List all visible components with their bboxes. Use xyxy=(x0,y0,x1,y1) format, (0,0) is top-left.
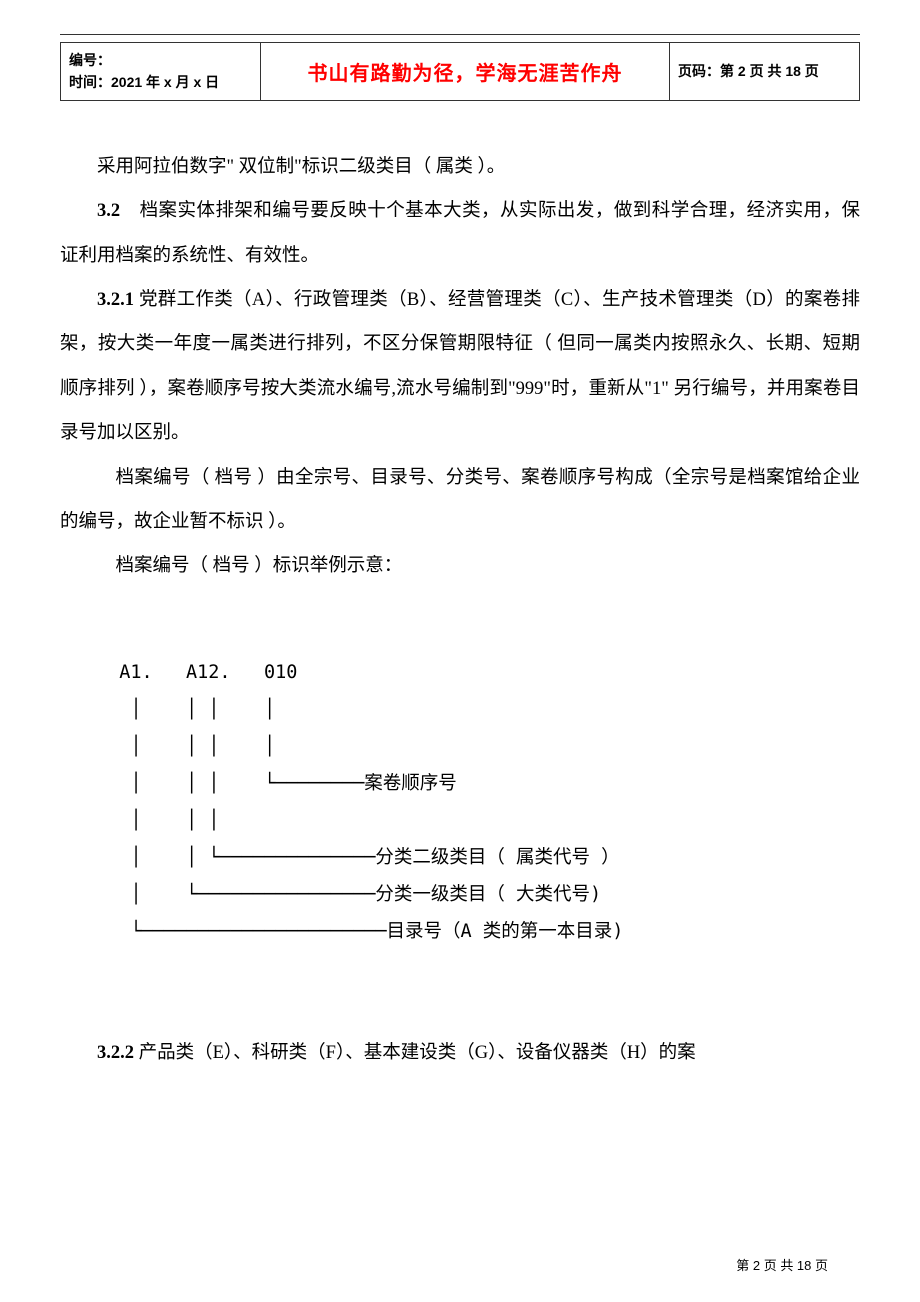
para-5: 档案编号（ 档号 ）标识举例示意： xyxy=(60,544,860,588)
code-diagram: A1. A12. 010 │ │ │ │ │ │ │ │ │ │ │ └────… xyxy=(60,617,860,987)
diagram-bars-1: │ │ │ │ xyxy=(119,699,275,720)
header-left-cell: 编号： 时间：2021 年 x 月 x 日 xyxy=(61,43,261,101)
para-2-num: 3.2 xyxy=(97,201,120,221)
para-6: 3.2.2 产品类（E）、科研类（F）、基本建设类（G）、设备仪器类（H）的案 xyxy=(60,1031,860,1075)
diagram-level1-row: │ └────────────────分类一级类目（ 大类代号) xyxy=(119,884,601,905)
diagram-sequence-row: │ │ │ └────────案卷顺序号 xyxy=(119,773,457,794)
diagram-bars-3: │ │ │ xyxy=(119,810,219,831)
diagram-level2-row: │ │ └──────────────分类二级类目（ 属类代号 ） xyxy=(119,847,619,868)
diagram-bars-2: │ │ │ │ xyxy=(119,736,275,757)
para-4: 档案编号（ 档号 ）由全宗号、目录号、分类号、案卷顺序号构成（全宗号是档案馆给企… xyxy=(60,456,860,545)
para-6-num: 3.2.2 xyxy=(97,1043,134,1063)
para-1: 采用阿拉伯数字" 双位制"标识二级类目（ 属类 ）。 xyxy=(60,145,860,189)
header-serial-label: 编号： xyxy=(69,49,252,71)
para-2-text: 档案实体排架和编号要反映十个基本大类，从实际出发，做到科学合理，经济实用，保证利… xyxy=(60,201,860,265)
para-2: 3.2 档案实体排架和编号要反映十个基本大类，从实际出发，做到科学合理，经济实用… xyxy=(60,189,860,278)
header-table: 编号： 时间：2021 年 x 月 x 日 书山有路勤为径，学海无涯苦作舟 页码… xyxy=(60,42,860,101)
para-3: 3.2.1 党群工作类（A）、行政管理类（B）、经营管理类（C）、生产技术管理类… xyxy=(60,278,860,456)
diagram-directory-row: └──────────────────────目录号（A 类的第一本目录) xyxy=(119,921,623,942)
body-content: 采用阿拉伯数字" 双位制"标识二级类目（ 属类 ）。 3.2 档案实体排架和编号… xyxy=(60,145,860,1075)
header-motto: 书山有路勤为径，学海无涯苦作舟 xyxy=(308,63,623,85)
para-3-text: 党群工作类（A）、行政管理类（B）、经营管理类（C）、生产技术管理类（D）的案卷… xyxy=(60,290,860,443)
header-center-cell: 书山有路勤为径，学海无涯苦作舟 xyxy=(261,43,670,101)
para-3-num: 3.2.1 xyxy=(97,290,134,310)
page-footer: 第 2 页 共 18 页 xyxy=(736,1255,828,1274)
header-page-label: 页码：第 2 页 共 18 页 xyxy=(678,63,819,79)
diagram-header: A1. A12. 010 xyxy=(119,662,297,683)
header-time-label: 时间：2021 年 x 月 x 日 xyxy=(69,71,252,93)
top-rule xyxy=(60,34,860,35)
header-right-cell: 页码：第 2 页 共 18 页 xyxy=(670,43,860,101)
para-6-text: 产品类（E）、科研类（F）、基本建设类（G）、设备仪器类（H）的案 xyxy=(134,1043,696,1063)
page: 编号： 时间：2021 年 x 月 x 日 书山有路勤为径，学海无涯苦作舟 页码… xyxy=(0,0,920,1302)
